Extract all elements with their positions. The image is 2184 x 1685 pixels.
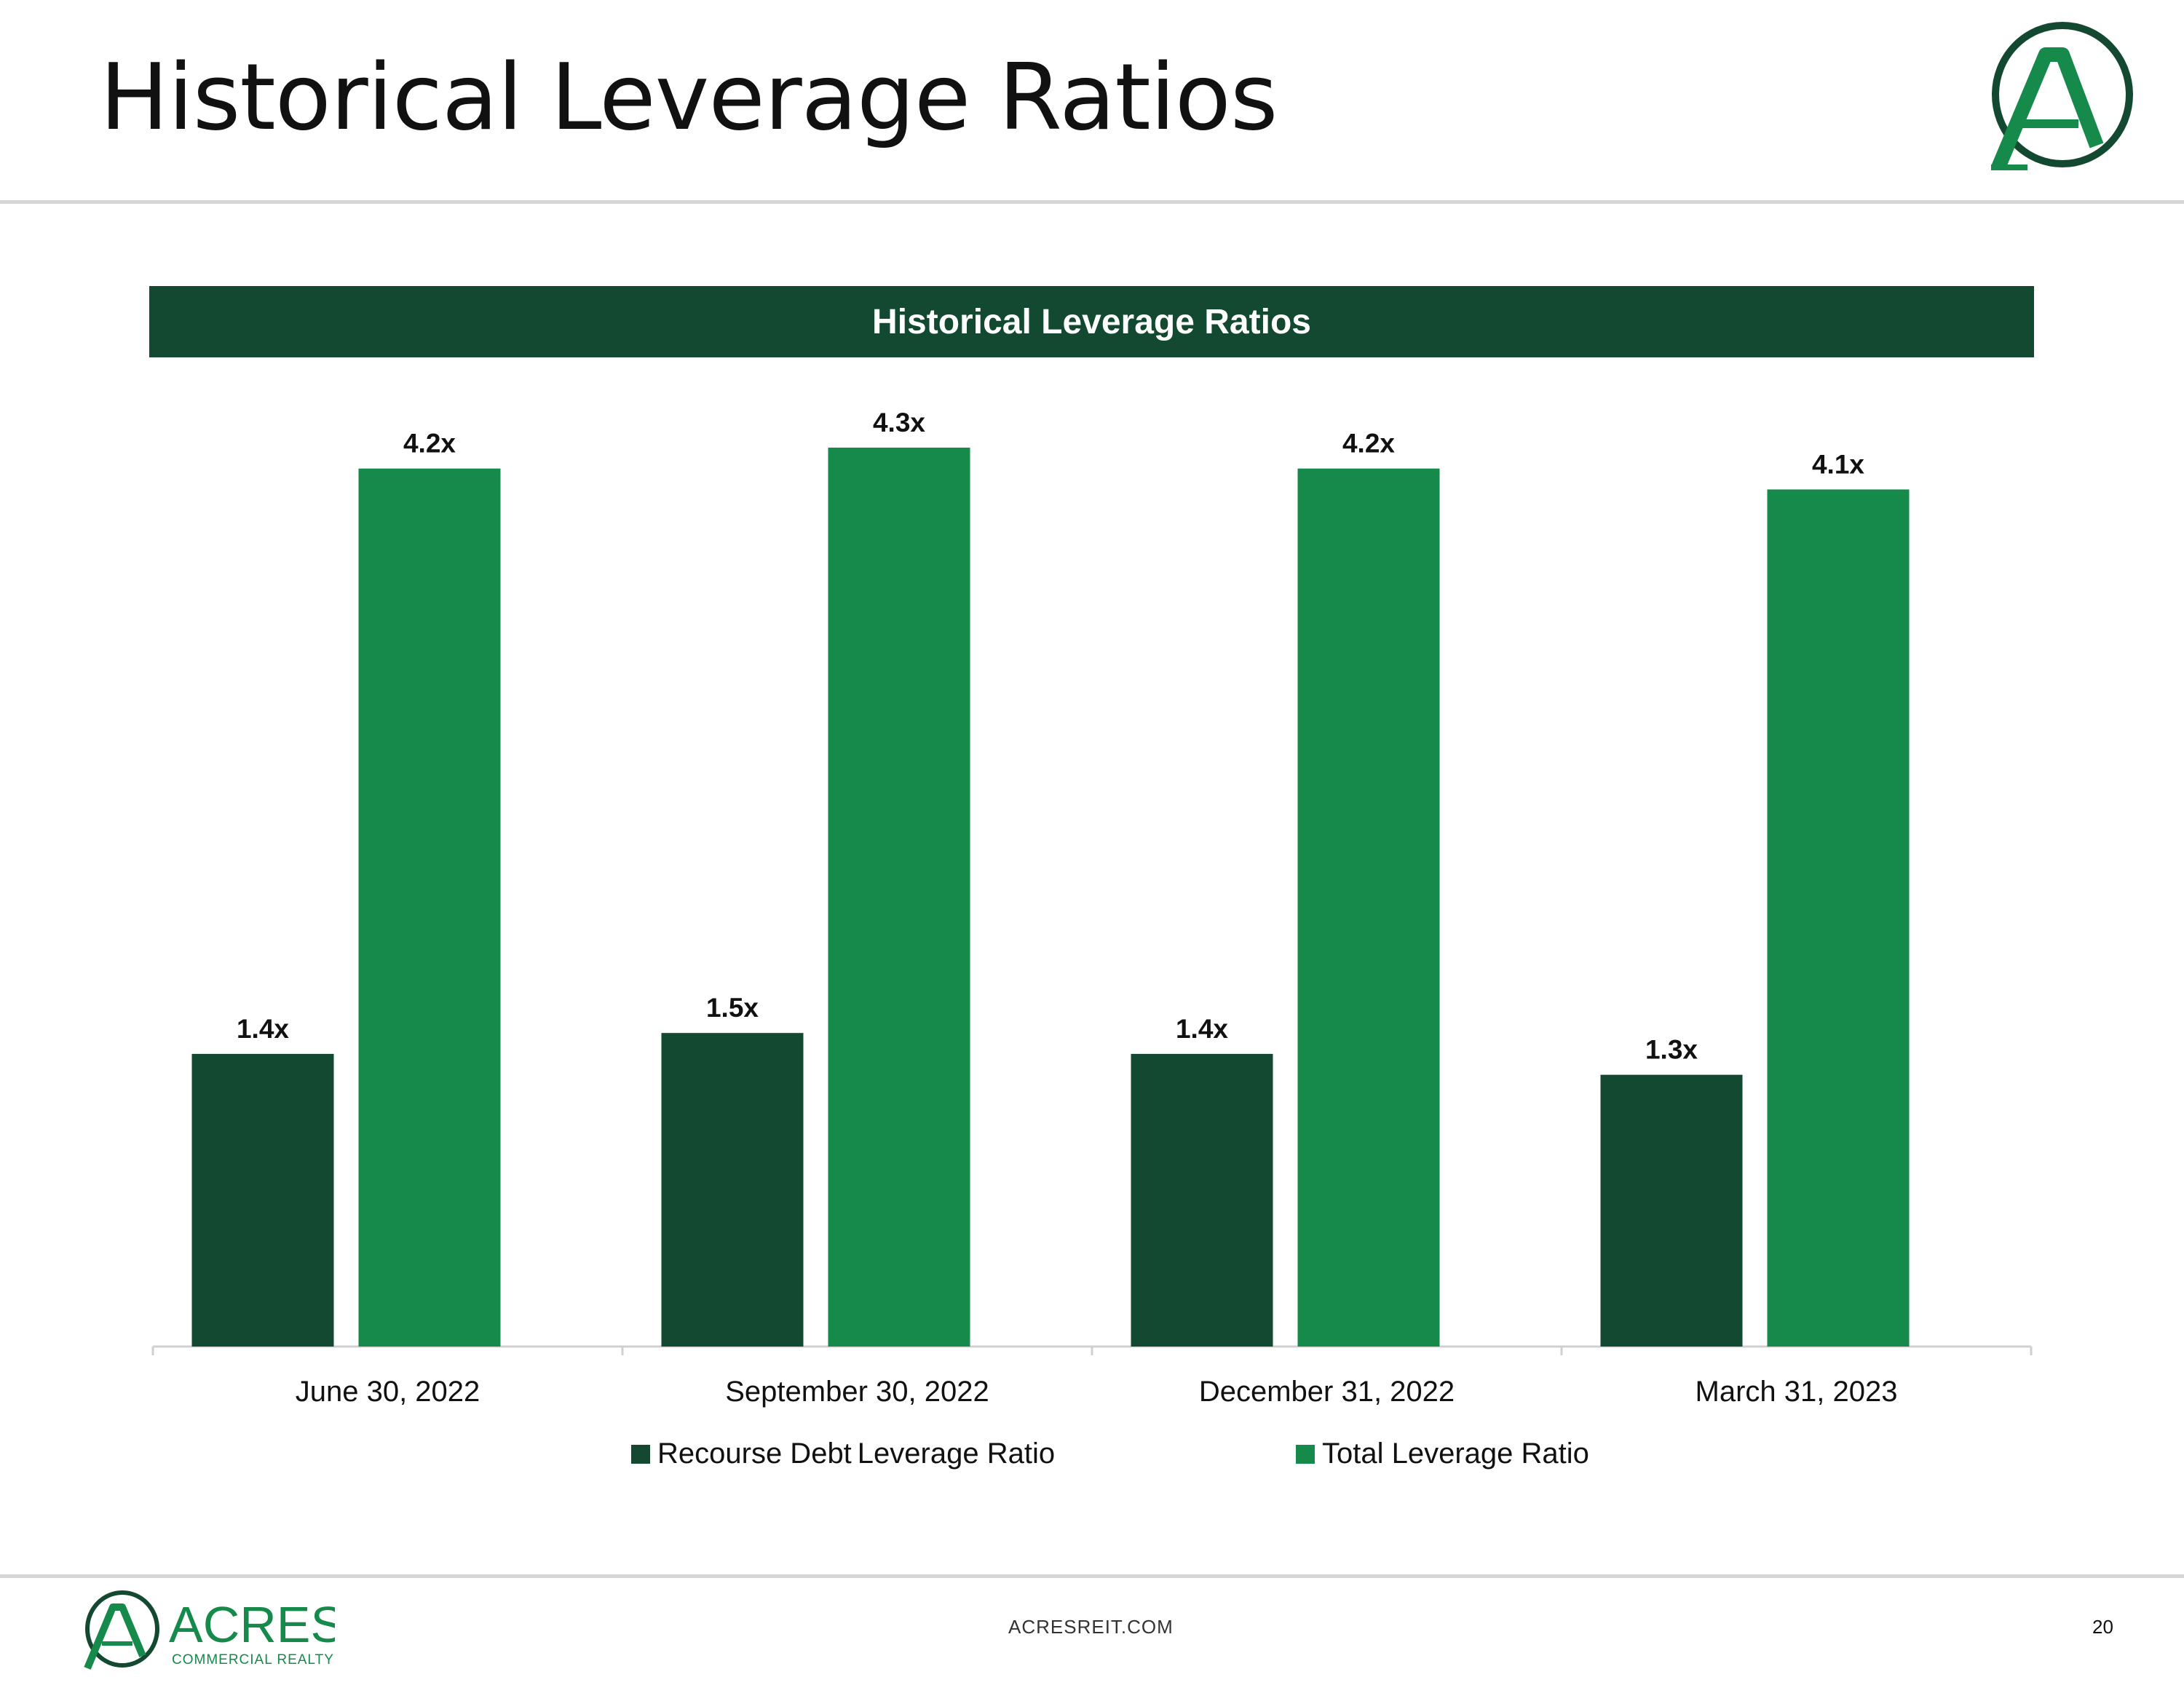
data-label: 1.4x xyxy=(1176,1014,1228,1044)
footer-url[interactable]: ACRESREIT.COM xyxy=(1008,1616,1174,1638)
data-label: 4.2x xyxy=(403,429,456,459)
legend-item-total: Total Leverage Ratio xyxy=(1296,1438,1589,1470)
header-divider xyxy=(0,200,2184,204)
footer-logo-text: ACRES xyxy=(169,1596,335,1653)
acres-logo-icon xyxy=(1991,22,2133,170)
footer-acres-logo: ACRES COMMERCIAL REALTY xyxy=(84,1590,335,1670)
bar-recourse-debt xyxy=(661,1033,804,1347)
page-title: Historical Leverage Ratios xyxy=(100,44,1278,151)
legend-label-recourse-part2: Leverage Ratio xyxy=(857,1438,1056,1470)
bar-total-leverage xyxy=(1297,468,1440,1347)
legend-swatch-total xyxy=(1296,1444,1315,1464)
bar-recourse-debt xyxy=(1600,1074,1743,1347)
legend-swatch-recourse xyxy=(631,1444,650,1464)
bar-total-leverage xyxy=(828,448,970,1347)
legend-label-total: Total Leverage Ratio xyxy=(1322,1438,1589,1470)
bar-recourse-debt xyxy=(1131,1053,1273,1347)
bar-chart: 1.4x 4.2x June 30, 2022 1.5x 4.3x September 3… xyxy=(151,408,2033,1408)
data-label: 4.1x xyxy=(1812,449,1864,479)
footer-logo-subtext: COMMERCIAL REALTY xyxy=(172,1652,334,1668)
x-tick-label: December 31, 2022 xyxy=(1199,1376,1455,1408)
footer-logo-icon xyxy=(84,1590,159,1670)
legend-label-recourse-part1: Recourse Debt xyxy=(657,1438,852,1470)
bar-total-leverage xyxy=(358,468,501,1347)
chart-legend: Recourse Debt Leverage Ratio Total Lever… xyxy=(0,1438,2184,1474)
page-number: 20 xyxy=(2092,1616,2113,1638)
x-tick-label: June 30, 2022 xyxy=(296,1376,480,1408)
footer-divider xyxy=(0,1574,2184,1578)
data-label: 1.5x xyxy=(706,993,759,1023)
chart-title: Historical Leverage Ratios xyxy=(149,286,2034,357)
bar-total-leverage xyxy=(1767,489,1910,1347)
data-label: 1.3x xyxy=(1645,1035,1698,1065)
data-label: 1.4x xyxy=(237,1014,289,1044)
bar-recourse-debt xyxy=(191,1053,334,1347)
x-tick-label: September 30, 2022 xyxy=(725,1376,989,1408)
data-label: 4.3x xyxy=(873,408,925,437)
legend-item-recourse: Recourse Debt Leverage Ratio xyxy=(631,1438,1055,1470)
x-tick-label: March 31, 2023 xyxy=(1696,1376,1898,1408)
data-label: 4.2x xyxy=(1342,429,1395,459)
